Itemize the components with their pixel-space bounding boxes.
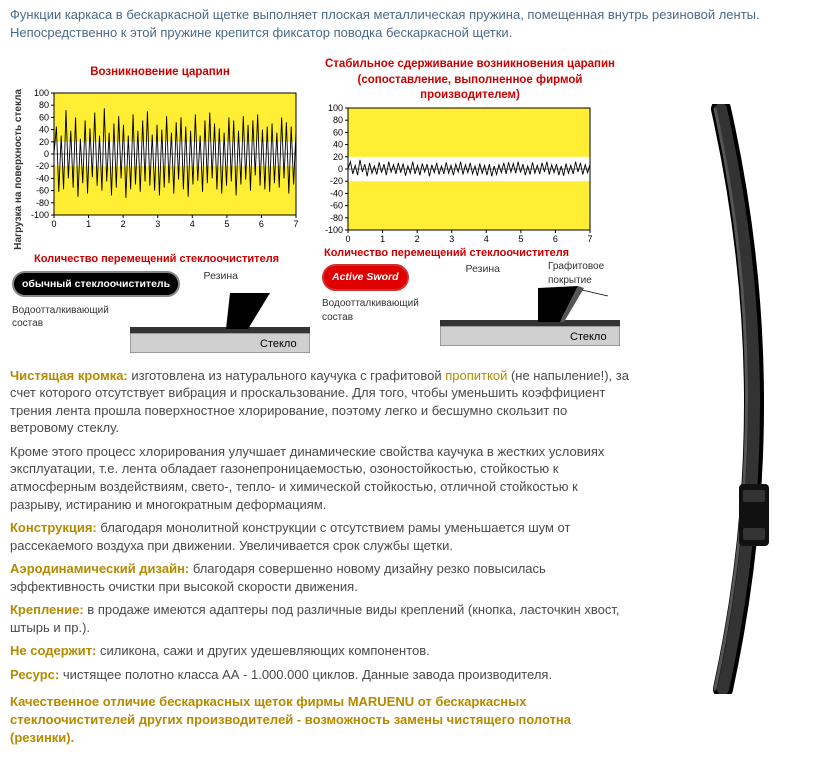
svg-text:7: 7 xyxy=(587,234,592,244)
main-row: Возникновение царапин Нагрузка на поверх… xyxy=(10,51,808,746)
diagram-right-svg: Стекло xyxy=(440,286,620,346)
chart-left: Возникновение царапин Нагрузка на поверх… xyxy=(10,57,310,353)
svg-text:5: 5 xyxy=(224,219,229,229)
body-text: Чистящая кромка: изготовлена из натураль… xyxy=(10,367,630,684)
y-axis-label-left: Нагрузка на поверхность стекла xyxy=(10,89,26,250)
svg-text:-80: -80 xyxy=(330,212,343,222)
svg-text:0: 0 xyxy=(51,219,56,229)
chart-left-title: Возникновение царапин xyxy=(10,57,310,89)
p-nocontain: Не содержит: силикона, сажи и других уде… xyxy=(10,642,630,660)
svg-text:100: 100 xyxy=(33,89,48,98)
glass-text-l: Стекло xyxy=(260,338,297,350)
svg-text:80: 80 xyxy=(38,100,48,110)
plot-left: -100 -80 -60 -40 -20 0 20 40 60 80 100 0 1 2 3 4 5 6 7 xyxy=(26,89,302,229)
glass-text-r: Стекло xyxy=(570,331,607,343)
p-chlor: Кроме этого процесс хлорирования улучшае… xyxy=(10,443,630,513)
svg-text:0: 0 xyxy=(43,149,48,159)
svg-text:2: 2 xyxy=(120,219,125,229)
svg-text:40: 40 xyxy=(333,139,343,149)
svg-text:-60: -60 xyxy=(35,186,48,196)
svg-text:3: 3 xyxy=(155,219,160,229)
svg-text:1: 1 xyxy=(86,219,91,229)
svg-text:-80: -80 xyxy=(35,198,48,208)
svg-text:3: 3 xyxy=(449,234,454,244)
svg-text:7: 7 xyxy=(293,219,298,229)
p-edge: Чистящая кромка: изготовлена из натураль… xyxy=(10,367,630,437)
quality-note: Качественное отличие бескаркасных щеток … xyxy=(10,693,630,746)
x-caption-right: Количество перемещений стеклоочистителя xyxy=(320,246,620,261)
p-mount: Крепление: в продаже имеются адаптеры по… xyxy=(10,601,630,636)
svg-text:4: 4 xyxy=(189,219,194,229)
label-coat-r: Водоотталкивающий состав xyxy=(322,297,442,324)
svg-text:0: 0 xyxy=(338,164,343,174)
svg-text:2: 2 xyxy=(415,234,420,244)
svg-text:-100: -100 xyxy=(30,210,48,220)
label-graphite-r: Графитовое покрытие xyxy=(548,260,618,287)
svg-text:20: 20 xyxy=(38,137,48,147)
charts-row: Возникновение царапин Нагрузка на поверх… xyxy=(10,51,630,353)
svg-text:1: 1 xyxy=(380,234,385,244)
svg-text:100: 100 xyxy=(328,104,343,113)
svg-text:-40: -40 xyxy=(35,173,48,183)
chart-right-title: Стабильное сдерживание возникновения цар… xyxy=(320,57,620,104)
svg-text:80: 80 xyxy=(333,115,343,125)
diagram-left: обычный стеклоочиститель Резина Водоотта… xyxy=(10,267,310,353)
left-col: Возникновение царапин Нагрузка на поверх… xyxy=(10,51,630,746)
svg-text:-40: -40 xyxy=(330,188,343,198)
svg-text:40: 40 xyxy=(38,125,48,135)
svg-text:0: 0 xyxy=(345,234,350,244)
p-res: Ресурс: чистящее полотно класса АА - 1.0… xyxy=(10,666,630,684)
diagram-right: Active Sword Резина Графитовое покрытие … xyxy=(320,260,620,346)
label-coat-l: Водоотталкивающий состав xyxy=(12,304,132,331)
intro-text: Функции каркаса в бескаркасной щетке вып… xyxy=(10,6,808,41)
svg-text:-100: -100 xyxy=(325,225,343,235)
svg-text:60: 60 xyxy=(38,112,48,122)
wiper-image-col xyxy=(636,51,806,746)
chart-right: Стабильное сдерживание возникновения цар… xyxy=(320,57,620,353)
diagram-left-svg: Стекло xyxy=(130,293,310,353)
svg-text:60: 60 xyxy=(333,127,343,137)
p-aero: Аэродинамический дизайн: благодаря совер… xyxy=(10,560,630,595)
plot-right: -100 -80 -60 -40 -20 0 20 40 60 80 100 0 1 2 3 4 5 6 7 xyxy=(320,104,596,244)
label-rubber-l: Резина xyxy=(204,269,238,283)
svg-text:-20: -20 xyxy=(330,176,343,186)
label-rubber-r: Резина xyxy=(466,262,500,276)
svg-text:4: 4 xyxy=(484,234,489,244)
x-caption-left: Количество перемещений стеклоочистителя xyxy=(10,252,310,267)
wiper-blade-image xyxy=(651,104,801,694)
svg-text:6: 6 xyxy=(553,234,558,244)
svg-text:20: 20 xyxy=(333,151,343,161)
p-constr: Конструкция: благодаря монолитной констр… xyxy=(10,519,630,554)
svg-text:-60: -60 xyxy=(330,200,343,210)
svg-text:-20: -20 xyxy=(35,161,48,171)
badge-active-sword: Active Sword xyxy=(322,264,409,290)
svg-text:6: 6 xyxy=(258,219,263,229)
svg-text:5: 5 xyxy=(518,234,523,244)
